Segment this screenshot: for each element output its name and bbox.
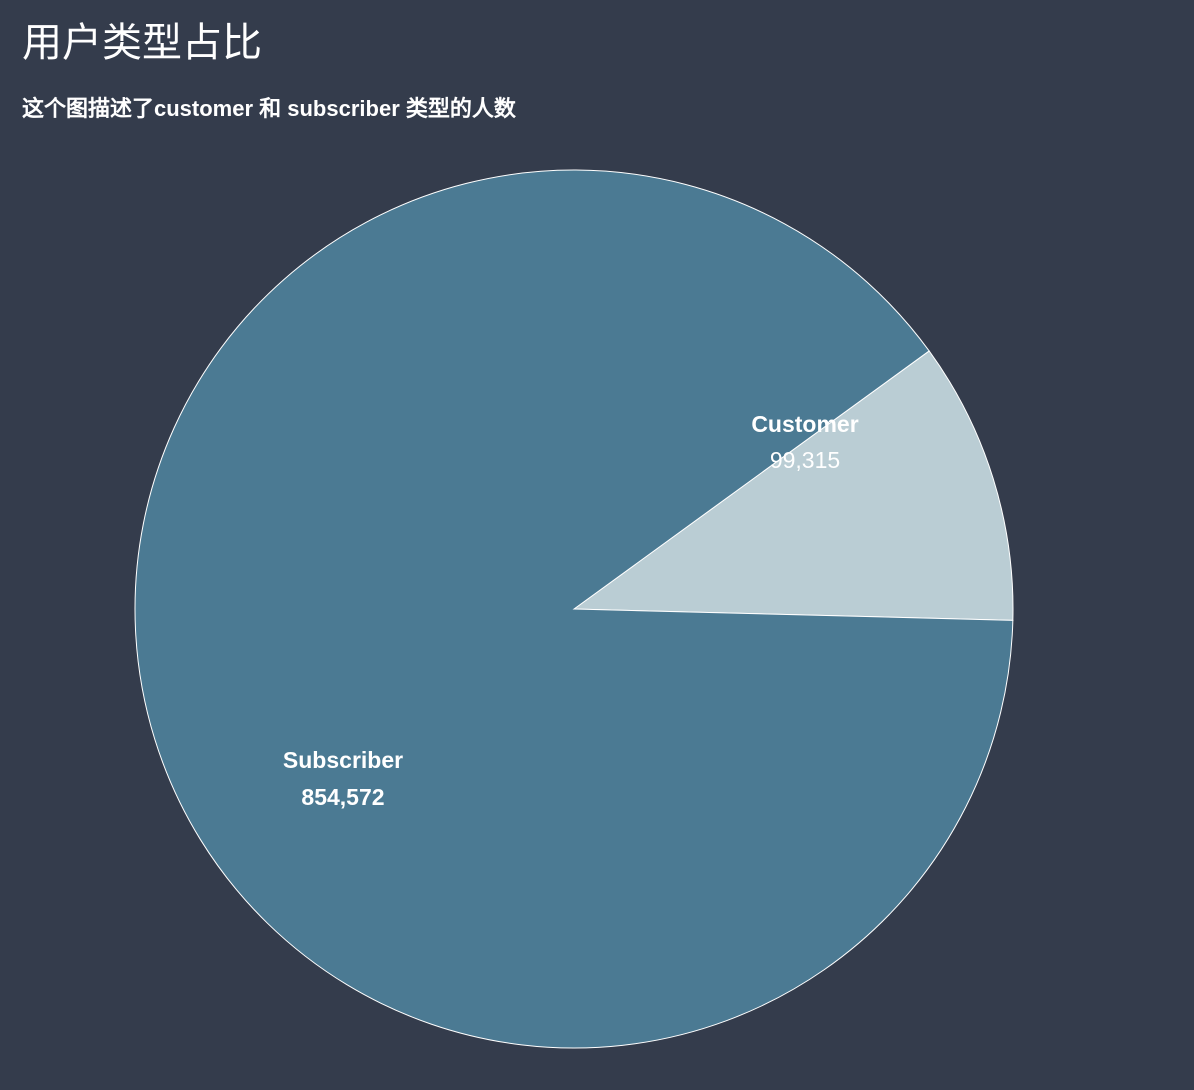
slice-label-subscriber: Subscriber — [283, 747, 403, 773]
chart-subtitle: 这个图描述了customer 和 subscriber 类型的人数 — [22, 96, 516, 121]
pie-labels: Customer 99,315 Subscriber 854,572 — [283, 411, 859, 810]
slice-value-subscriber: 854,572 — [301, 784, 384, 810]
pie-slice-customer — [572, 350, 1014, 621]
slice-value-customer: 99,315 — [770, 447, 840, 473]
pie-slices — [134, 169, 1014, 1049]
chart-title: 用户类型占比 — [22, 21, 262, 65]
slice-label-customer: Customer — [751, 411, 858, 437]
pie-slice-subscriber — [134, 169, 1014, 1049]
